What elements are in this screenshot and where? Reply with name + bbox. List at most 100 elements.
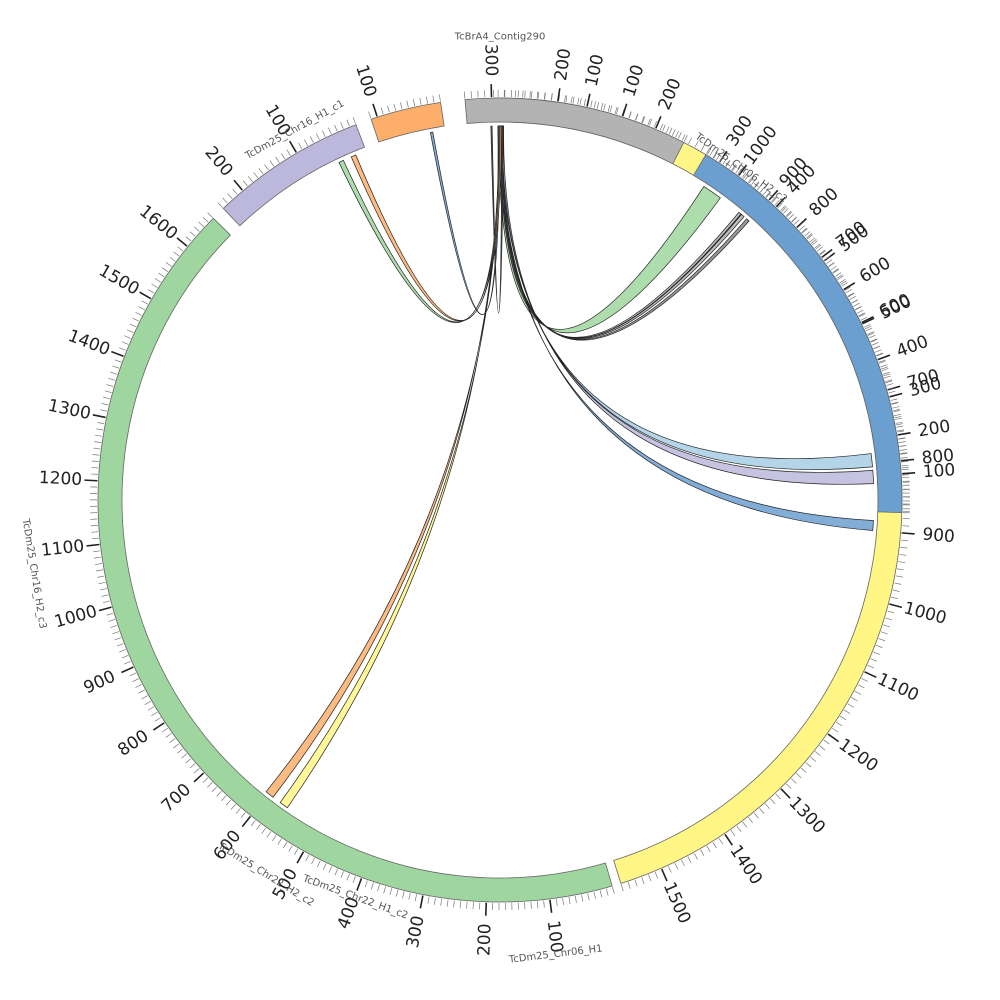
ticks-layer (84, 84, 916, 916)
minor-tick (775, 793, 781, 800)
minor-tick (154, 717, 161, 722)
minor-tick (112, 631, 120, 635)
major-tick (902, 472, 916, 475)
minor-tick (900, 452, 908, 454)
minor-tick (564, 95, 566, 103)
minor-tick (151, 283, 158, 288)
minor-tick (119, 649, 126, 653)
major-tick (84, 479, 98, 482)
minor-tick (890, 398, 898, 401)
major-tick (877, 354, 891, 361)
minor-tick (536, 901, 539, 909)
minor-tick (753, 812, 759, 819)
minor-tick (550, 93, 553, 101)
minor-tick (277, 838, 282, 845)
minor-tick (101, 403, 109, 406)
minor-tick (897, 430, 905, 433)
minor-tick (878, 638, 886, 642)
minor-tick (124, 335, 131, 339)
labels-layer: TcBrA4_Contig290100200300400500600700800… (20, 32, 956, 966)
minor-tick (854, 305, 862, 310)
tick-label: 200 (474, 923, 495, 956)
tick-label: 300 (403, 914, 429, 950)
minor-tick (106, 612, 114, 616)
minor-tick (395, 889, 399, 897)
minor-tick (665, 126, 670, 134)
minor-tick (346, 119, 350, 127)
minor-tick (529, 91, 531, 99)
minor-tick (211, 786, 218, 793)
minor-tick (732, 164, 737, 172)
minor-tick (748, 177, 754, 184)
minor-tick (885, 379, 893, 383)
tick-label: 200 (551, 47, 575, 82)
minor-tick (841, 282, 848, 287)
minor-tick (242, 180, 248, 187)
minor-tick (899, 445, 907, 447)
minor-tick (91, 537, 99, 540)
minor-tick (103, 396, 110, 400)
major-tick (889, 603, 903, 609)
minor-tick (819, 250, 826, 256)
minor-tick (207, 212, 213, 218)
minor-tick (770, 196, 777, 203)
minor-tick (750, 179, 756, 186)
major-tick (356, 878, 363, 891)
minor-tick (765, 191, 771, 198)
minor-tick (402, 891, 405, 899)
minor-tick (141, 300, 148, 305)
minor-tick (154, 278, 162, 283)
minor-tick (132, 678, 139, 683)
minor-tick (865, 327, 873, 332)
minor-tick (815, 244, 822, 250)
minor-tick (114, 359, 122, 363)
ideogram-chr22h2 (370, 101, 445, 143)
minor-tick (897, 568, 905, 571)
minor-tick (648, 118, 653, 126)
minor-tick (119, 347, 126, 351)
minor-tick (440, 898, 443, 906)
tick-label: 1000 (902, 598, 949, 628)
major-tick (92, 414, 106, 419)
minor-tick (901, 467, 909, 469)
tick-label: 200 (655, 75, 686, 113)
minor-tick (439, 94, 441, 102)
minor-tick (785, 210, 792, 217)
minor-tick (823, 739, 830, 745)
minor-tick (101, 594, 109, 597)
minor-tick (762, 189, 769, 196)
minor-tick (737, 168, 742, 175)
minor-tick (587, 893, 590, 901)
minor-tick (135, 684, 142, 688)
minor-tick (741, 171, 747, 178)
minor-tick (719, 156, 724, 163)
minor-tick (97, 422, 105, 425)
tick-label: 600 (856, 253, 894, 287)
minor-tick (275, 156, 280, 163)
minor-tick (628, 111, 632, 119)
major-tick (549, 899, 553, 913)
minor-tick (688, 137, 693, 144)
minor-tick (860, 316, 868, 321)
minor-tick (736, 825, 742, 832)
minor-tick (876, 353, 884, 357)
tick-label: 900 (922, 525, 956, 548)
minor-tick (799, 225, 805, 231)
minor-tick (885, 617, 893, 621)
tick-label: 800 (114, 726, 152, 761)
minor-tick (387, 105, 390, 113)
minor-tick (282, 841, 288, 849)
minor-tick (888, 390, 896, 394)
major-tick (152, 722, 165, 731)
minor-tick (230, 803, 236, 810)
minor-tick (851, 299, 858, 304)
minor-tick (764, 803, 770, 810)
minor-tick (851, 697, 858, 702)
minor-tick (891, 401, 899, 405)
minor-tick (98, 581, 106, 585)
minor-tick (801, 228, 808, 234)
minor-tick (97, 575, 105, 578)
minor-tick (836, 274, 843, 279)
minor-tick (286, 149, 291, 156)
minor-tick (873, 345, 881, 350)
